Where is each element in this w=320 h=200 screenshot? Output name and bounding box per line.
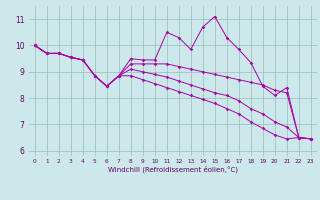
X-axis label: Windchill (Refroidissement éolien,°C): Windchill (Refroidissement éolien,°C)	[108, 166, 238, 173]
